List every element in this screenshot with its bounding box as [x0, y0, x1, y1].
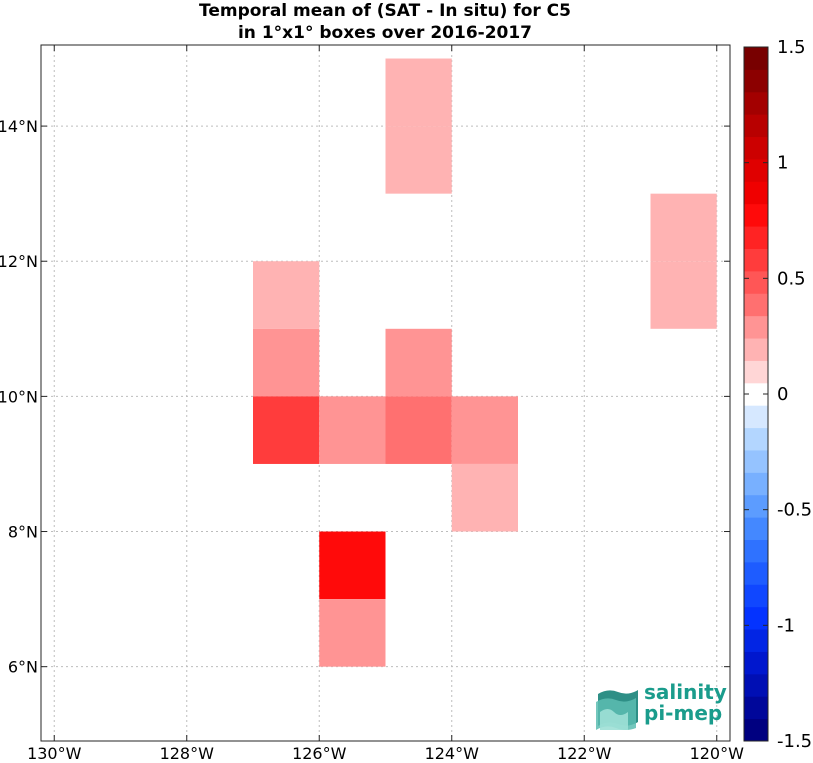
wave-logo-icon [596, 690, 638, 730]
colorbar-tick-label: -1.5 [777, 731, 812, 752]
title-line-2: in 1°x1° boxes over 2016-2017 [237, 23, 533, 43]
colorbar-tick-label: 0 [777, 384, 788, 405]
logo-line-2: pi-mep [644, 701, 723, 725]
colorbar-segment [744, 270, 768, 294]
colorbar: 1.5 1 0.5 0 -0.5 -1 -1.5 [743, 37, 812, 752]
colorbar-segment [744, 629, 768, 652]
colorbar-segment [744, 360, 768, 384]
colorbar-tick-label: 0.5 [777, 268, 806, 289]
heatmap-cell [319, 396, 386, 464]
heatmap-cell [319, 531, 386, 600]
colorbar-segment [744, 517, 768, 541]
x-tick-label: 120°W [690, 744, 745, 763]
y-tick-label: 14°N [0, 117, 38, 136]
colorbar-segment [744, 561, 768, 585]
colorbar-tick-label: 1.5 [777, 37, 806, 58]
heatmap-cell [451, 396, 518, 464]
heatmap-cells [253, 58, 717, 667]
salinity-pi-mep-logo: salinity pi-mep [594, 682, 729, 732]
colorbar-segment [744, 338, 768, 361]
colorbar-tick-label: -0.5 [777, 500, 812, 521]
colorbar-segment [744, 114, 768, 138]
title-line-1: Temporal mean of (SAT - In situ) for C5 [199, 1, 571, 21]
colorbar-segment [744, 382, 768, 406]
colorbar-segment [744, 248, 768, 272]
colorbar-segment [744, 449, 768, 473]
logo-text: salinity pi-mep [644, 682, 727, 724]
heatmap-cell [253, 261, 320, 329]
chart-title: Temporal mean of (SAT - In situ) for C5 … [40, 0, 730, 44]
colorbar-segment [744, 136, 768, 160]
colorbar-segment [744, 47, 768, 70]
colorbar-segment [744, 606, 768, 630]
colorbar-segment [744, 673, 768, 697]
y-tick-label: 12°N [0, 252, 38, 271]
colorbar-segment [744, 158, 768, 182]
colorbar-segment [744, 315, 768, 339]
heatmap-cell [253, 328, 320, 397]
y-tick-label: 10°N [0, 387, 38, 406]
colorbar-segment [744, 293, 768, 317]
x-tick-label: 124°W [425, 744, 480, 763]
colorbar-segment [744, 226, 768, 249]
heatmap-cell [319, 599, 386, 667]
colorbar-tick-label: -1 [777, 615, 795, 636]
colorbar-segment [744, 494, 768, 518]
x-tick-label: 128°W [160, 744, 215, 763]
heatmap-cell [385, 396, 452, 464]
colorbar-segment [744, 69, 768, 93]
colorbar-segment [744, 651, 768, 675]
colorbar-segment [744, 91, 768, 115]
heatmap-cell [253, 396, 320, 464]
colorbar-segment [744, 405, 768, 429]
heatmap-cell [385, 58, 452, 127]
colorbar-segment [744, 427, 768, 451]
colorbar-segment [744, 203, 768, 227]
colorbar-segment [744, 718, 768, 742]
heatmap-cell [650, 193, 717, 262]
colorbar-segment [744, 539, 768, 563]
plot-frame [40, 44, 731, 742]
x-tick-label: 122°W [557, 744, 612, 763]
colorbar-segment [744, 584, 768, 608]
y-tick-label: 6°N [8, 658, 38, 677]
colorbar-segment [744, 472, 768, 496]
heatmap-cell [385, 126, 452, 194]
colorbar-segment [744, 181, 768, 205]
x-tick-label: 130°W [27, 744, 82, 763]
y-tick-label: 8°N [8, 523, 38, 542]
heatmap-cell [650, 261, 717, 329]
heatmap-cell [385, 328, 452, 397]
colorbar-tick-label: 1 [777, 153, 788, 174]
x-tick-label: 126°W [292, 744, 347, 763]
colorbar-segment [744, 696, 768, 720]
axis-ticks: 130°W 128°W 126°W 124°W 122°W 120°W 6°N 8°N 10°N… [0, 45, 744, 763]
heatmap-cell [451, 463, 518, 532]
logo-line-1: salinity [644, 680, 727, 704]
